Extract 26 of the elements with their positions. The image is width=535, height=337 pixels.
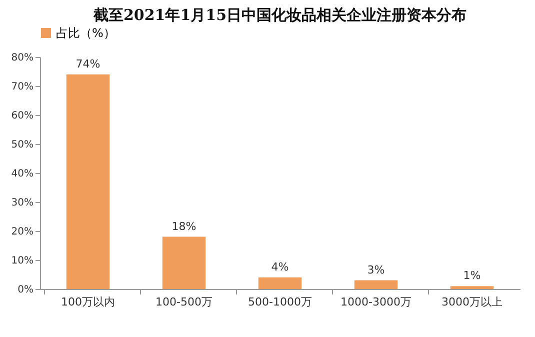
y-tick-label: 20% (11, 226, 34, 238)
x-tick-label: 100万以内 (61, 296, 115, 308)
bar (258, 277, 302, 289)
y-tick-label: 60% (11, 110, 34, 122)
bar (450, 286, 494, 289)
bar (354, 280, 398, 289)
y-tick-label: 40% (11, 168, 34, 180)
data-label: 1% (463, 269, 481, 282)
x-tick-label: 3000万以上 (442, 296, 502, 308)
x-tick-label: 1000-3000万 (340, 296, 412, 308)
chart-title: 截至2021年1月15日中国化妆品相关企业注册资本分布 (92, 6, 467, 24)
legend-label: 占比（%） (56, 26, 116, 40)
bar (162, 236, 206, 289)
y-tick-label: 80% (11, 52, 34, 64)
x-tick-label: 100-500万 (156, 296, 212, 308)
y-tick-label: 10% (11, 256, 34, 266)
bar (66, 74, 110, 289)
y-tick-label: 0% (18, 284, 34, 296)
y-tick-label: 30% (11, 198, 34, 208)
x-tick-label: 500-1000万 (248, 296, 312, 308)
y-tick-label: 50% (11, 140, 34, 150)
data-label: 18% (172, 220, 196, 233)
data-label: 4% (271, 260, 289, 274)
data-label: 3% (367, 263, 385, 276)
y-tick-label: 70% (11, 82, 34, 92)
data-label: 74% (76, 57, 100, 70)
